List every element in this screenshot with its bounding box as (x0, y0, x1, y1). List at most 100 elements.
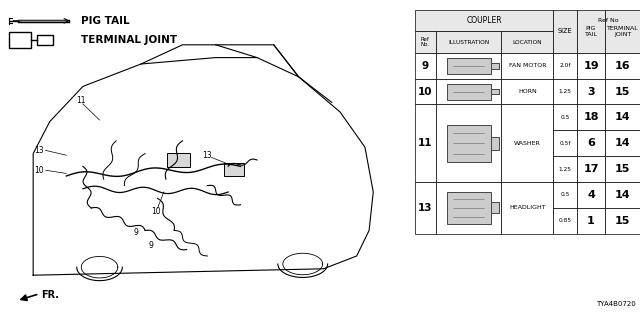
Bar (436, 53, 502, 79)
Bar (553, 10, 577, 53)
Bar (605, 130, 640, 156)
Bar (415, 79, 436, 104)
Bar (37, 35, 53, 45)
Bar (502, 31, 553, 53)
Text: 14: 14 (615, 190, 630, 200)
Text: Ref No: Ref No (598, 18, 619, 23)
Text: WASHER: WASHER (514, 141, 541, 146)
Text: 19: 19 (583, 61, 599, 71)
Text: 6: 6 (587, 138, 595, 148)
Text: 13: 13 (418, 203, 433, 213)
Text: 16: 16 (615, 61, 630, 71)
Text: ILLUSTRATION: ILLUSTRATION (448, 39, 490, 44)
Text: 9: 9 (422, 61, 429, 71)
Bar (502, 104, 553, 182)
Text: Ref
No.: Ref No. (421, 36, 430, 47)
Bar (491, 89, 499, 94)
Text: 10: 10 (418, 86, 433, 97)
Text: 2.0f: 2.0f (559, 63, 571, 68)
Bar (577, 104, 605, 130)
Bar (436, 31, 502, 53)
Bar (605, 10, 640, 53)
Text: 11: 11 (418, 138, 433, 148)
Text: 14: 14 (615, 112, 630, 122)
Bar (577, 130, 605, 156)
Bar (605, 53, 640, 79)
Text: 15: 15 (615, 216, 630, 226)
Bar (605, 79, 640, 104)
Bar (447, 84, 491, 100)
Text: 15: 15 (615, 164, 630, 174)
Text: 3: 3 (587, 86, 595, 97)
Bar (577, 208, 605, 234)
Bar (577, 10, 605, 53)
Text: 0.5: 0.5 (561, 115, 570, 120)
Text: HORN: HORN (518, 89, 537, 94)
Text: 0.5f: 0.5f (559, 141, 571, 146)
Bar (167, 153, 189, 167)
Bar (491, 63, 499, 68)
Text: PIG TAIL: PIG TAIL (81, 16, 129, 26)
Text: 17: 17 (583, 164, 599, 174)
Text: 14: 14 (615, 138, 630, 148)
Bar (415, 10, 553, 31)
Bar (553, 104, 577, 130)
Text: 13: 13 (35, 146, 44, 155)
Text: COUPLER: COUPLER (466, 16, 502, 25)
Bar (225, 163, 244, 176)
Text: SIZE: SIZE (558, 28, 572, 34)
Bar (415, 182, 436, 234)
Text: 10: 10 (35, 166, 44, 175)
Text: HEADLIGHT: HEADLIGHT (509, 205, 546, 210)
Bar (491, 202, 499, 213)
Bar (415, 31, 436, 53)
Bar (447, 125, 491, 162)
Bar (436, 104, 502, 182)
Bar (605, 156, 640, 182)
Text: 4: 4 (587, 190, 595, 200)
Text: FAN MOTOR: FAN MOTOR (509, 63, 546, 68)
Bar (553, 53, 577, 79)
Text: 15: 15 (615, 86, 630, 97)
Bar (447, 192, 491, 224)
Text: TERMINAL
JOINT: TERMINAL JOINT (607, 26, 639, 36)
Text: 0.85: 0.85 (559, 218, 572, 223)
Text: FR.: FR. (42, 290, 60, 300)
Bar (415, 104, 436, 182)
Bar (577, 53, 605, 79)
Bar (577, 156, 605, 182)
Bar (436, 182, 502, 234)
Text: 11: 11 (76, 96, 86, 105)
Text: LOCATION: LOCATION (513, 39, 542, 44)
Bar (605, 104, 640, 130)
Text: 1.25: 1.25 (559, 89, 572, 94)
Bar (553, 79, 577, 104)
Text: 9: 9 (149, 241, 154, 250)
Text: 1.25: 1.25 (559, 166, 572, 172)
Text: 18: 18 (583, 112, 599, 122)
Bar (553, 130, 577, 156)
Text: 13: 13 (202, 151, 212, 160)
Bar (491, 137, 499, 150)
Bar (605, 208, 640, 234)
Bar (553, 156, 577, 182)
Text: TYA4B0720: TYA4B0720 (596, 301, 636, 307)
Bar (553, 208, 577, 234)
Bar (577, 182, 605, 208)
Bar (447, 58, 491, 74)
Bar (9, 32, 31, 48)
Text: 0.5: 0.5 (561, 192, 570, 197)
Bar (502, 182, 553, 234)
Bar (605, 182, 640, 208)
Bar (502, 79, 553, 104)
Bar (436, 79, 502, 104)
Text: 1: 1 (587, 216, 595, 226)
Bar (577, 79, 605, 104)
Text: TERMINAL JOINT: TERMINAL JOINT (81, 35, 177, 45)
Bar (553, 182, 577, 208)
Bar (415, 53, 436, 79)
Bar (502, 53, 553, 79)
Text: PIG
TAIL: PIG TAIL (584, 26, 598, 36)
Text: 10: 10 (150, 207, 161, 216)
Text: 9: 9 (134, 228, 138, 237)
